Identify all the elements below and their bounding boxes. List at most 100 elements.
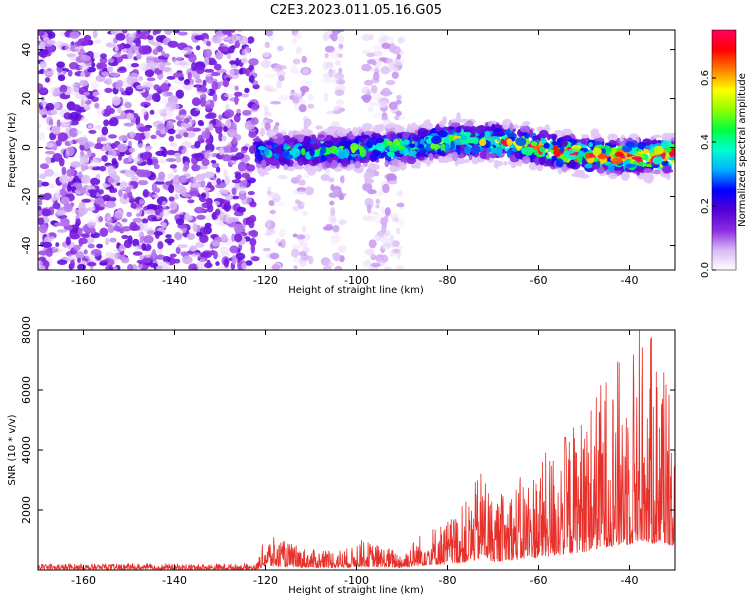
spectrogram-cell <box>271 264 281 270</box>
spectrogram-cell <box>92 91 102 98</box>
spectrogram-cell <box>168 209 178 214</box>
spectrogram-cell <box>304 186 314 196</box>
spectrogram-cell <box>384 207 391 217</box>
spectrogram-cell <box>203 171 215 179</box>
spectrogram-cell <box>230 64 239 69</box>
spectrogram-xtick-label: -120 <box>253 274 278 287</box>
spectrogram-cell <box>580 134 590 139</box>
spectrogram-cell <box>310 144 321 150</box>
spectrogram-cell <box>278 242 283 247</box>
spectrogram-cell <box>155 35 164 43</box>
spectrogram-cell <box>369 34 374 41</box>
spectrogram-cell <box>330 121 340 128</box>
spectrogram-cell <box>510 162 516 169</box>
spectrogram-cell <box>665 172 671 181</box>
spectrogram-cell <box>524 132 530 139</box>
spectrogram-cell <box>181 140 192 149</box>
spectrogram-cell <box>96 243 103 249</box>
spectrogram-cell <box>207 113 214 117</box>
colorbar-tick-label: 0.0 <box>700 262 711 278</box>
spectrogram-cell <box>144 69 155 78</box>
spectrogram-cell <box>561 128 573 136</box>
spectrogram-cell <box>543 142 550 149</box>
spectrogram-cell <box>625 163 636 168</box>
spectrogram-cell <box>152 194 161 198</box>
spectrogram-cell <box>143 235 154 244</box>
spectrogram-cell <box>195 45 201 51</box>
spectrogram-cell <box>370 84 378 94</box>
spectrogram-cell <box>204 150 214 160</box>
spectrogram-cell <box>257 154 263 162</box>
spectrogram-cell <box>381 116 389 121</box>
spectrogram-cell <box>182 255 193 265</box>
spectrogram-cell <box>127 50 134 59</box>
spectrogram-cell <box>384 160 390 168</box>
spectrogram-cell <box>127 264 134 270</box>
spectrogram-cell <box>611 157 623 165</box>
spectrogram-cell <box>258 167 266 177</box>
spectrogram-cell <box>138 126 146 132</box>
spectrogram-cell <box>87 165 93 170</box>
spectrogram-cell <box>188 118 195 126</box>
spectrogram-cell <box>670 152 675 158</box>
colorbar-gradient <box>712 30 736 270</box>
spectrogram-cell <box>66 168 75 177</box>
spectrogram-cell <box>455 158 467 165</box>
spectrogram-cell <box>103 119 110 127</box>
spectrogram-cell <box>105 200 117 208</box>
spectrogram-cell <box>559 139 568 148</box>
spectrogram-cell <box>263 147 269 157</box>
spectrogram-cell <box>361 34 371 42</box>
spectrogram-cell <box>94 102 100 109</box>
spectrogram-cell <box>129 129 136 138</box>
spectrogram-cell <box>180 251 189 257</box>
spectrogram-cell <box>169 142 177 148</box>
spectrogram-cell <box>325 166 330 174</box>
spectrogram-cell <box>38 83 44 89</box>
spectrogram-cell <box>68 62 79 70</box>
spectrogram-cell <box>219 246 229 254</box>
spectrogram-cell <box>283 143 288 148</box>
spectrogram-cell <box>44 168 54 177</box>
spectrogram-cell <box>91 152 96 158</box>
spectrogram-cell <box>92 30 98 39</box>
spectrogram-cell <box>250 244 255 254</box>
spectrogram-cell <box>83 91 91 96</box>
spectrogram-cell <box>177 31 188 36</box>
spectrogram-cell <box>235 252 246 260</box>
spectrogram-cell <box>252 83 260 90</box>
spectrogram-cell <box>530 154 537 159</box>
spectrogram-cell <box>172 56 183 66</box>
spectrogram-cell <box>308 255 314 265</box>
spectrogram-cell <box>248 131 257 138</box>
chart-title: C2E3.2023.011.05.16.G05 <box>270 3 442 18</box>
spectrogram-cell <box>383 266 392 270</box>
spectrogram-cell <box>224 109 235 118</box>
spectrogram-cell <box>77 257 81 263</box>
spectrogram-cell <box>590 132 601 139</box>
spectrogram-cell <box>212 250 218 260</box>
spectrogram-cell <box>406 156 417 165</box>
spectrogram-cell <box>598 152 607 160</box>
spectrogram-cell <box>514 151 523 159</box>
spectrogram-cell <box>135 38 141 47</box>
spectrogram-cell <box>395 265 405 270</box>
spectrogram-cell <box>364 197 374 207</box>
spectrogram-cell <box>52 202 61 210</box>
spectrogram-cell <box>248 64 255 71</box>
spectrogram-cell <box>373 93 382 102</box>
snr-xtick-label: -80 <box>439 574 457 587</box>
spectrogram-cell <box>207 181 212 189</box>
spectrogram-cell <box>126 75 133 85</box>
spectrogram-cell <box>152 30 158 36</box>
spectrogram-cell <box>184 215 193 221</box>
spectrogram-cell <box>195 79 204 85</box>
spectrogram-cell <box>296 234 306 240</box>
spectrogram-cell <box>88 129 97 134</box>
spectrogram-cell <box>367 106 374 113</box>
spectrogram-cell <box>661 161 668 166</box>
spectrogram-cell <box>128 154 133 163</box>
spectrogram-cell <box>365 259 372 266</box>
spectrogram-cell <box>460 135 468 141</box>
spectrogram-cell <box>391 216 399 222</box>
